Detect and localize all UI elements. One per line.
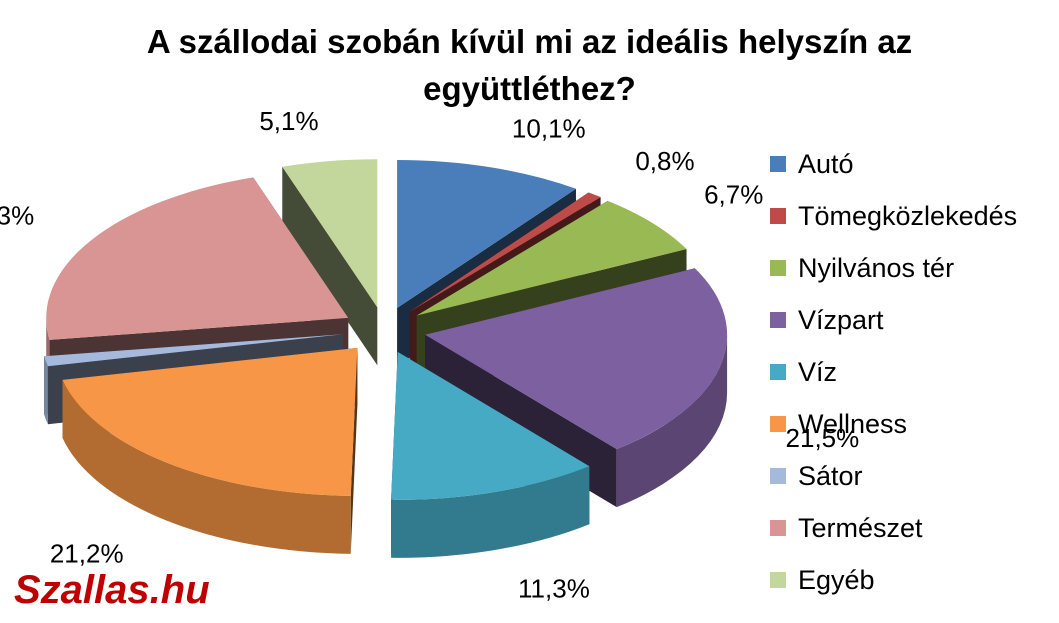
data-label-wellness: 21,2% xyxy=(50,538,124,568)
legend-swatch xyxy=(770,468,786,484)
legend-label: Víz xyxy=(798,356,838,387)
legend-item-viz: Víz xyxy=(770,346,1017,398)
legend-label: Vízpart xyxy=(798,304,884,335)
chart-title-line1: A szállodai szobán kívül mi az ideális h… xyxy=(146,23,913,60)
legend-item-auto: Autó xyxy=(770,138,1017,190)
legend-swatch xyxy=(770,312,786,328)
pie-slice-wellness xyxy=(62,347,358,554)
pie-slice-egyeb xyxy=(282,159,378,366)
legend-swatch xyxy=(770,156,786,172)
chart-title-line2: együttléthez? xyxy=(423,70,636,107)
legend-item-termeszet: Természet xyxy=(770,502,1017,554)
data-label-nyilvanos-ter: 6,7% xyxy=(704,179,763,209)
legend-item-sator: Sátor xyxy=(770,450,1017,502)
pie-slice-viz xyxy=(391,351,590,558)
legend-label: Tömegközlekedés xyxy=(798,200,1018,231)
data-label-viz: 11,3% xyxy=(518,573,590,603)
legend-label: Természet xyxy=(798,512,923,543)
chart-legend: Autó Tömegközlekedés Nyilvános tér Vízpart V… xyxy=(770,138,1017,606)
data-label-termeszet: 22,3% xyxy=(0,200,34,230)
legend-swatch xyxy=(770,208,786,224)
legend-item-wellness: Wellness xyxy=(770,398,1017,450)
data-label-auto: 10,1% xyxy=(512,113,586,143)
legend-swatch xyxy=(770,416,786,432)
szallas-logo: Szallas.hu xyxy=(14,568,210,612)
legend-swatch xyxy=(770,260,786,276)
legend-item-tomegkozlekedes: Tömegközlekedés xyxy=(770,190,1017,242)
legend-label: Wellness xyxy=(798,408,908,439)
legend-item-vizpart: Vízpart xyxy=(770,294,1017,346)
legend-label: Autó xyxy=(798,148,854,179)
legend-item-nyilvanos-ter: Nyilvános tér xyxy=(770,242,1017,294)
data-label-tomegkozlekedes: 0,8% xyxy=(635,146,694,176)
data-label-vizpart: 21,5% xyxy=(786,423,860,453)
legend-item-egyeb: Egyéb xyxy=(770,554,1017,606)
legend-label: Nyilvános tér xyxy=(798,252,955,283)
legend-swatch xyxy=(770,520,786,536)
legend-swatch xyxy=(770,572,786,588)
legend-swatch xyxy=(770,364,786,380)
data-label-egyeb: 5,1% xyxy=(259,106,318,136)
legend-label: Sátor xyxy=(798,460,863,491)
chart-title: A szállodai szobán kívül mi az ideális h… xyxy=(0,18,1059,112)
legend-label: Egyéb xyxy=(798,564,875,595)
